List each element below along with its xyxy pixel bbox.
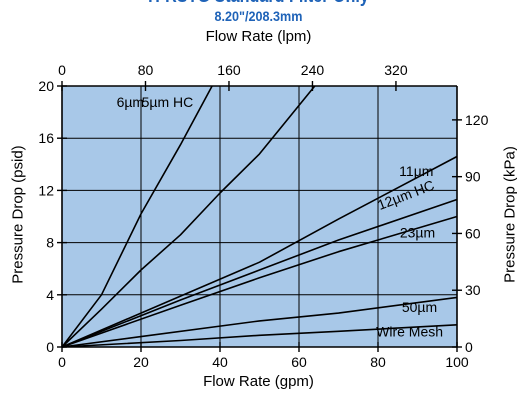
series-line-5um-hc xyxy=(61,85,316,348)
y-tick-label: 16 xyxy=(38,130,54,146)
x2-tick-label: 320 xyxy=(384,62,408,78)
x2-tick-label: 80 xyxy=(138,62,154,78)
x-tick-label: 0 xyxy=(58,354,66,370)
x-tick-label: 60 xyxy=(291,354,307,370)
x-axis-label: Flow Rate (gpm) xyxy=(203,373,314,390)
series-label-wire-mesh: Wire Mesh xyxy=(376,324,443,340)
x-tick-label: 80 xyxy=(370,354,386,370)
series-label-11um: 11µm xyxy=(399,163,433,179)
series-line-23um xyxy=(61,215,458,348)
series-label-23um: 23µm xyxy=(400,224,435,240)
series-line-12um-hc xyxy=(61,198,458,348)
series-line-11um xyxy=(61,155,458,348)
x-tick-label: 20 xyxy=(133,354,149,370)
x-tick-label: 40 xyxy=(212,354,228,370)
plot-background xyxy=(62,86,457,347)
y-tick-label: 8 xyxy=(46,235,54,251)
x-tick-label: 100 xyxy=(445,354,469,370)
y-tick-label: 4 xyxy=(46,287,54,303)
series-label-5um-hc: 5µm HC xyxy=(142,94,194,110)
chart-title: H-RSTG Standard Filter Only xyxy=(39,0,478,8)
y2-tick-label: 120 xyxy=(465,112,489,128)
x2-tick-label: 0 xyxy=(58,62,66,78)
x2-axis-label: Flow Rate (lpm) xyxy=(205,28,312,45)
y-tick-label: 12 xyxy=(38,182,54,198)
chart-subtitle: 8.20"/208.3mm xyxy=(214,8,303,24)
y2-tick-label: 90 xyxy=(465,169,481,185)
y-tick-label: 20 xyxy=(38,78,54,94)
x2-tick-label: 160 xyxy=(217,62,241,78)
y2-tick-label: 60 xyxy=(465,225,481,241)
y2-tick-label: 30 xyxy=(465,282,481,298)
series-line-6um xyxy=(61,85,213,348)
y2-tick-label: 0 xyxy=(465,339,473,355)
series-line-50um xyxy=(61,296,458,348)
series-label-50um: 50µm xyxy=(402,299,437,315)
y-tick-label: 0 xyxy=(46,339,54,355)
series-label-6um: 6µm xyxy=(117,94,145,110)
x2-tick-label: 240 xyxy=(301,62,325,78)
